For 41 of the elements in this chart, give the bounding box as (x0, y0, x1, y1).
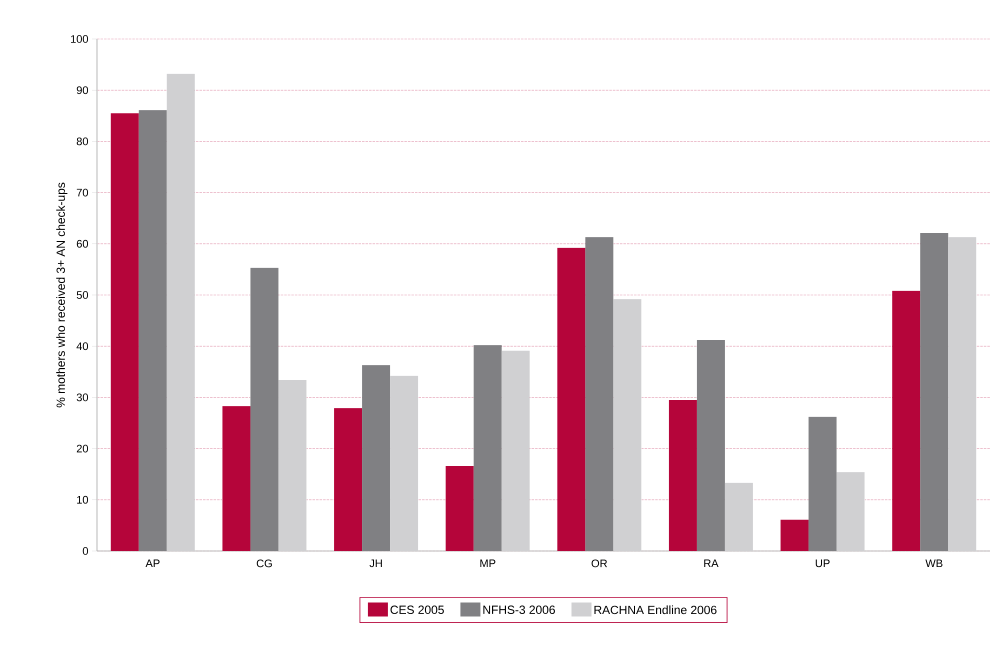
y-tick-label: 40 (76, 342, 88, 350)
y-tick-label: 80 (76, 138, 88, 146)
y-tick-label: 50 (76, 291, 88, 299)
bar (724, 482, 753, 551)
bar (920, 233, 948, 551)
x-tick-label: UP (816, 560, 830, 568)
x-tick-label: AP (146, 560, 160, 568)
x-tick-label: RA (704, 560, 719, 568)
y-tick-label: 90 (76, 86, 88, 94)
bar (250, 268, 278, 551)
y-tick-label: 0 (82, 547, 88, 555)
bar (278, 380, 306, 551)
legend-label: NFHS-3 2006 (483, 606, 555, 614)
bar (446, 466, 474, 551)
x-tick-label: WB (925, 560, 942, 568)
bar (138, 110, 167, 551)
y-tick-label: 60 (76, 240, 88, 248)
y-tick-label: 10 (77, 496, 88, 504)
bar (696, 340, 725, 551)
legend-label: RACHNA Endline 2006 (594, 605, 717, 614)
bar (474, 345, 502, 551)
legend-label: CES 2005 (390, 606, 444, 614)
bar (808, 416, 837, 551)
bar (502, 350, 530, 551)
bar (585, 237, 614, 551)
bar (780, 520, 809, 551)
bar (362, 365, 390, 551)
bar (166, 74, 195, 551)
x-tick-label: CG (256, 560, 272, 568)
bar (390, 376, 418, 551)
y-tick-label: 70 (76, 188, 88, 196)
y-tick-label: 20 (76, 444, 88, 452)
bar (836, 472, 865, 551)
y-tick-label: 30 (76, 394, 88, 402)
x-tick-label: MP (480, 560, 496, 568)
y-axis-title: % mothers who received 3+ AN check-ups (56, 182, 68, 408)
x-tick-label: JH (370, 560, 382, 568)
y-tick-label: 100 (71, 35, 88, 43)
bar (613, 299, 642, 551)
x-tick-label: OR (592, 560, 608, 568)
bar (948, 237, 976, 551)
